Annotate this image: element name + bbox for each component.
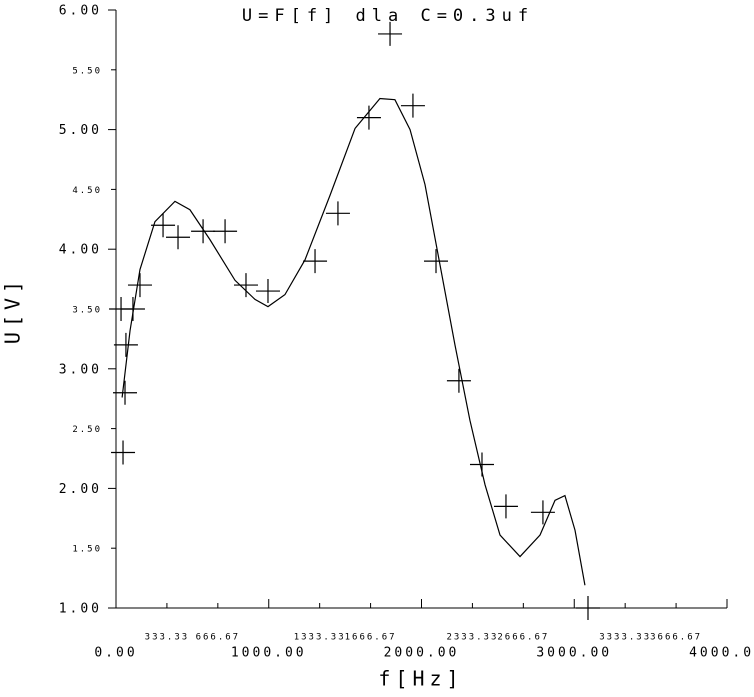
x-tick-label: 3000.00 [536, 646, 612, 661]
y-tick-label: 3.50 [72, 306, 102, 316]
data-point [166, 225, 191, 250]
x-tick-label: 4000.00 [689, 646, 754, 661]
fit-curve [121, 97, 586, 586]
data-point [303, 249, 328, 274]
data-point [127, 273, 152, 298]
x-tick-label: 666.67 [196, 633, 241, 643]
data-point [575, 596, 600, 620]
data-point [493, 494, 518, 519]
y-tick-label: 1.50 [72, 545, 102, 555]
data-point [530, 500, 555, 525]
y-tick-label: 2.50 [72, 425, 102, 435]
data-point [151, 213, 176, 238]
data-point [113, 380, 138, 405]
y-tick-label: 1.00 [59, 602, 102, 617]
x-axis-label: f[Hz] [378, 667, 463, 691]
y-tick-label: 5.00 [59, 123, 102, 138]
y-tick-label: 4.50 [72, 186, 102, 196]
y-tick-label: 4.00 [59, 243, 102, 258]
x-tick-label: 2333.33 [446, 633, 498, 643]
data-point [191, 219, 216, 244]
data-point [325, 201, 350, 226]
y-tick-label: 2.00 [59, 482, 102, 497]
data-point [111, 440, 136, 465]
x-tick-label: 0.00 [94, 646, 137, 661]
data-point [424, 249, 449, 274]
data-point [378, 21, 403, 46]
data-point [356, 105, 381, 130]
x-tick-label: 333.33 [145, 633, 190, 643]
y-tick-label: 6.00 [59, 4, 102, 19]
data-point [400, 93, 425, 118]
x-tick-label: 2666.67 [497, 633, 549, 643]
data-point [113, 332, 138, 357]
y-axis-label: U[V] [1, 276, 25, 344]
x-tick-label: 3666.67 [650, 633, 702, 643]
data-point [446, 368, 471, 393]
y-tick-label: 3.00 [59, 362, 102, 377]
x-tick-label: 2000.00 [384, 646, 460, 661]
y-tick-label: 5.50 [72, 66, 102, 76]
x-tick-label: 3333.33 [599, 633, 651, 643]
x-tick-label: 1666.67 [345, 633, 397, 643]
x-tick-label: 1000.00 [231, 646, 307, 661]
data-point [233, 273, 258, 298]
x-tick-label: 1333.33 [294, 633, 346, 643]
data-point [255, 279, 280, 304]
chart-title: U=F[f] dla C=0.3uf [242, 6, 534, 26]
data-point [213, 219, 238, 244]
